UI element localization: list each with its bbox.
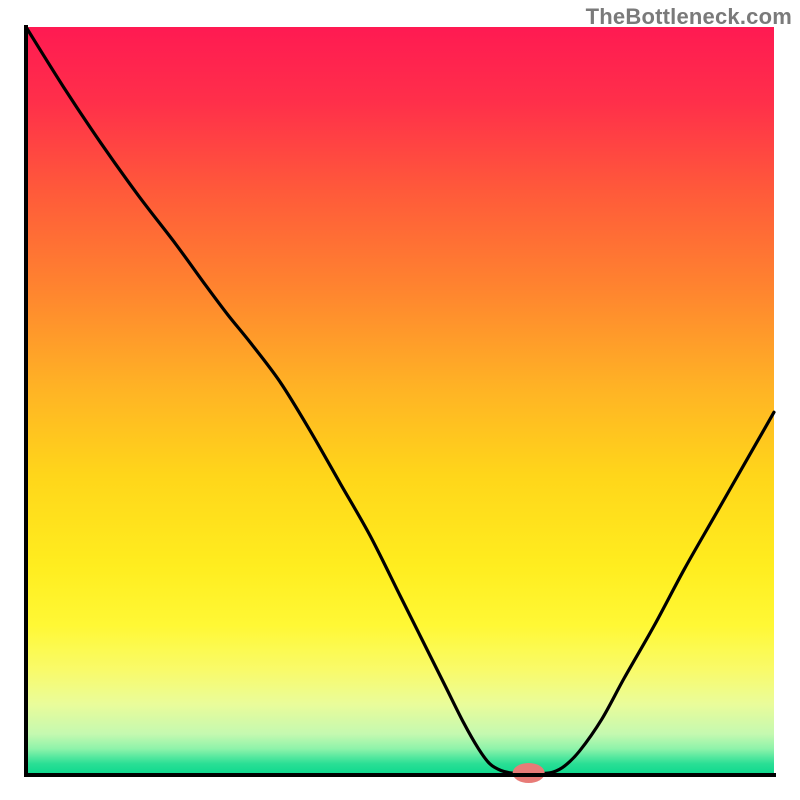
watermark-label: TheBottleneck.com	[586, 4, 792, 30]
bottleneck-chart	[0, 0, 800, 800]
gradient-background	[26, 27, 774, 775]
